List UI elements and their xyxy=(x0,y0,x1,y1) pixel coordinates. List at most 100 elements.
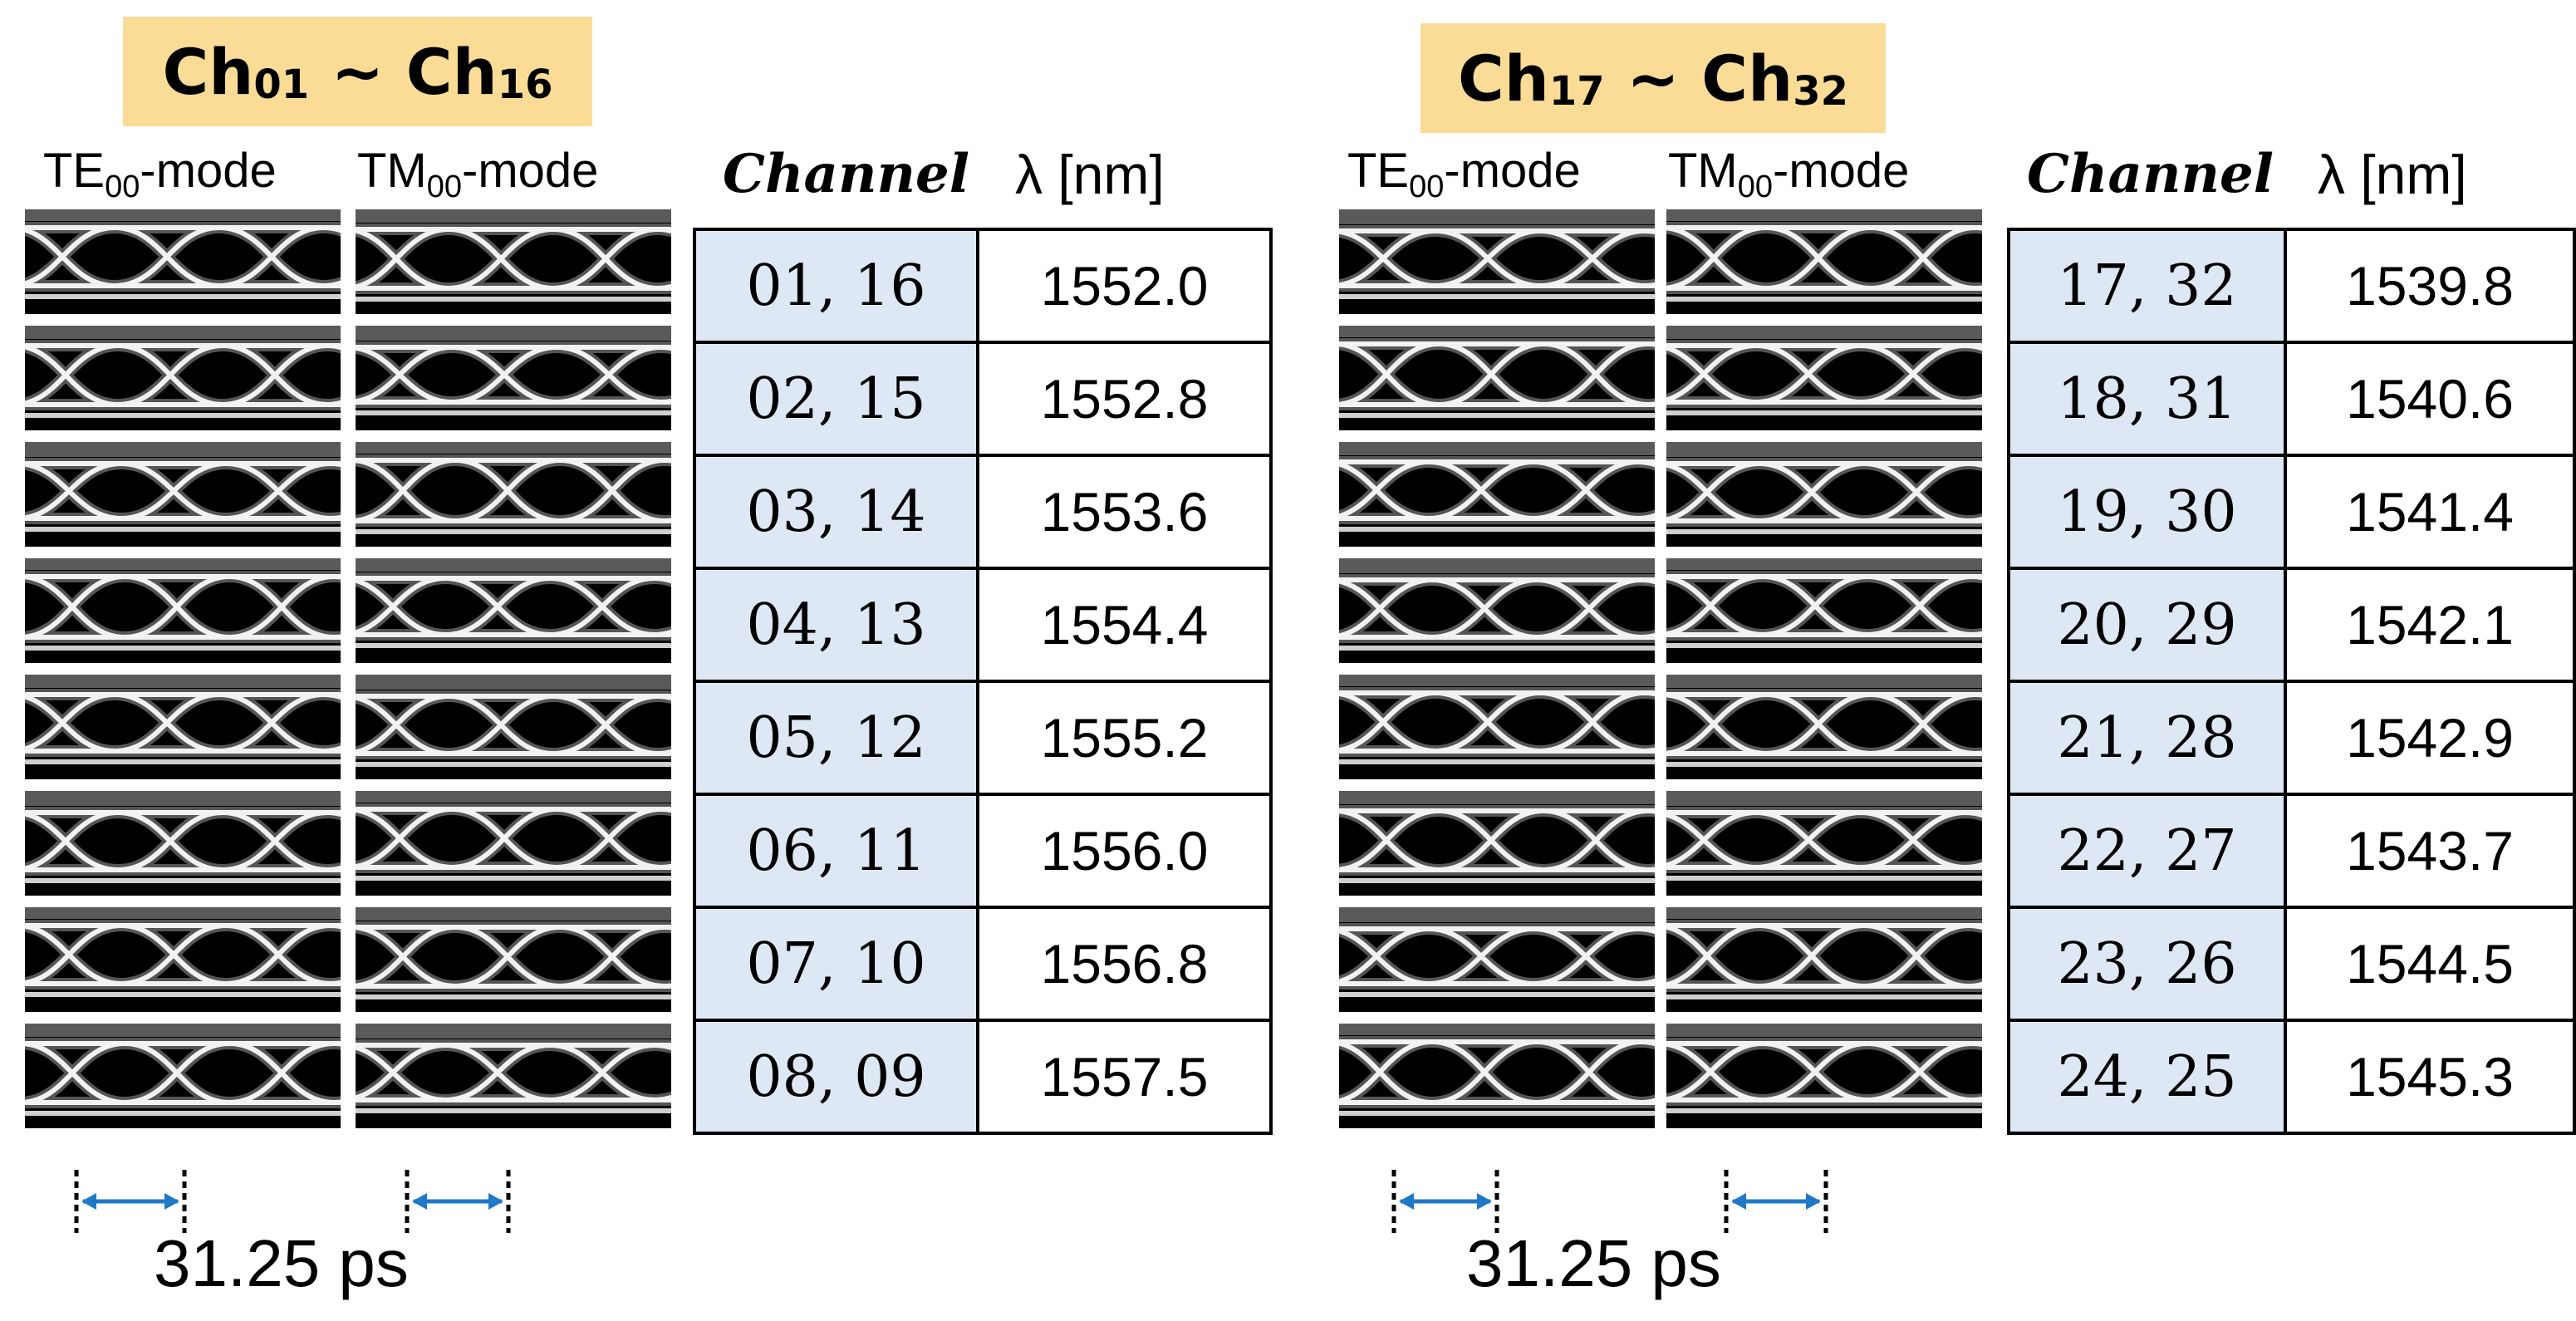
table-row: 19, 30 1541.4 xyxy=(2006,454,2576,570)
title-sub: 01 xyxy=(253,61,310,108)
wavelength-cell: 1556.8 xyxy=(976,906,1273,1022)
eye-diagram xyxy=(1339,675,1655,779)
eye-diagram xyxy=(356,1024,671,1128)
table-row: 05, 12 1555.2 xyxy=(693,680,1273,796)
eye-diagram xyxy=(356,675,671,779)
wavelength-cell: 1557.5 xyxy=(976,1019,1273,1135)
tm-mode-label: TM00-mode xyxy=(1668,143,1910,204)
mode-base: TM xyxy=(357,144,427,198)
eye-diagram xyxy=(1666,675,1982,779)
wavelength-cell: 1543.7 xyxy=(2284,793,2576,909)
channel-cell: 07, 10 xyxy=(693,906,979,1022)
eye-diagram xyxy=(25,791,341,896)
title-sub: 16 xyxy=(497,61,553,108)
scale-arrows xyxy=(1391,1170,1828,1233)
table-row: 08, 09 1557.5 xyxy=(693,1019,1273,1135)
channel-cell: 06, 11 xyxy=(693,793,979,909)
mode-suffix: -mode xyxy=(1773,144,1910,198)
eye-diagram xyxy=(356,907,671,1012)
table-row: 06, 11 1556.0 xyxy=(693,793,1273,909)
wavelength-cell: 1542.9 xyxy=(2284,680,2576,796)
eye-diagram xyxy=(1666,907,1982,1012)
channel-cell: 18, 31 xyxy=(2006,341,2288,457)
panel-ch01-16: Ch 01 ~ Ch 16 TE00-mode TM00-mode xyxy=(25,17,1273,1300)
channel-header: Channel xyxy=(2027,143,2274,205)
table-row: 22, 27 1543.7 xyxy=(2006,793,2576,909)
title-prefix: Ch xyxy=(1701,41,1793,115)
eye-diagram xyxy=(25,558,341,663)
wavelength-cell: 1556.0 xyxy=(976,793,1273,909)
wavelength-cell: 1542.1 xyxy=(2284,567,2576,683)
panel-title: Ch 17 ~ Ch 32 xyxy=(1420,23,1886,133)
channel-cell: 02, 15 xyxy=(693,341,979,457)
time-scale-label: 31.25 ps xyxy=(154,1226,409,1300)
wavelength-cell: 1553.6 xyxy=(976,454,1273,570)
eye-diagram xyxy=(1666,326,1982,430)
channel-cell: 23, 26 xyxy=(2006,906,2288,1022)
eye-diagram xyxy=(25,442,341,547)
time-scale-markers xyxy=(1296,1163,1877,1242)
eye-diagram xyxy=(1666,791,1982,896)
eye-diagram xyxy=(25,675,341,779)
panel-title: Ch 01 ~ Ch 16 xyxy=(123,17,592,126)
eye-diagram xyxy=(1339,326,1655,430)
table-row: 07, 10 1556.8 xyxy=(693,906,1273,1022)
wavelength-cell: 1552.0 xyxy=(976,228,1273,344)
eye-diagram xyxy=(1666,209,1982,314)
title-sub: 32 xyxy=(1793,68,1848,115)
channel-cell: 17, 32 xyxy=(2006,228,2288,344)
wavelength-cell: 1539.8 xyxy=(2284,228,2576,344)
wavelength-cell: 1552.8 xyxy=(976,341,1273,457)
mode-base: TM xyxy=(1668,144,1738,198)
table-row: 20, 29 1542.1 xyxy=(2006,567,2576,683)
mode-suffix: -mode xyxy=(1444,144,1581,198)
eye-diagram xyxy=(25,907,341,1012)
eye-diagram xyxy=(1339,1024,1655,1128)
channel-cell: 19, 30 xyxy=(2006,454,2288,570)
channel-cell: 21, 28 xyxy=(2006,680,2288,796)
eye-diagram xyxy=(1666,1024,1982,1128)
table-row: 01, 16 1552.0 xyxy=(693,228,1273,344)
channel-table: 01, 16 1552.0 02, 15 1552.8 03, 14 1553.6 04, … xyxy=(693,228,1273,1135)
te-mode-label: TE00-mode xyxy=(43,143,277,204)
eye-diagram xyxy=(1339,907,1655,1012)
mode-suffix: -mode xyxy=(462,144,599,198)
table-row: 04, 13 1554.4 xyxy=(693,567,1273,683)
table-row: 17, 32 1539.8 xyxy=(2006,228,2576,344)
eye-diagram xyxy=(25,1024,341,1128)
channel-cell: 05, 12 xyxy=(693,680,979,796)
eye-diagram xyxy=(25,209,341,314)
eye-diagram xyxy=(1339,442,1655,547)
eye-diagram xyxy=(1666,558,1982,663)
channel-cell: 01, 16 xyxy=(693,228,979,344)
table-row: 03, 14 1553.6 xyxy=(693,454,1273,570)
eye-diagram xyxy=(356,326,671,430)
mode-sub: 00 xyxy=(1737,169,1774,204)
eye-diagram xyxy=(356,791,671,896)
eye-diagram xyxy=(1339,209,1655,314)
table-row: 18, 31 1540.6 xyxy=(2006,341,2576,457)
wavelength-cell: 1544.5 xyxy=(2284,906,2576,1022)
title-prefix: Ch xyxy=(162,34,254,109)
wavelength-header: λ [nm] xyxy=(2318,144,2467,205)
mode-base: TE xyxy=(1347,144,1410,198)
channel-cell: 03, 14 xyxy=(693,454,979,570)
title-sub: 17 xyxy=(1548,68,1605,115)
time-scale-label: 31.25 ps xyxy=(1466,1226,1721,1300)
channel-cell: 08, 09 xyxy=(693,1019,979,1135)
tm-mode-label: TM00-mode xyxy=(357,143,599,204)
te-mode-label: TE00-mode xyxy=(1347,143,1581,204)
channel-cell: 24, 25 xyxy=(2006,1019,2288,1135)
mode-sub: 00 xyxy=(1409,169,1445,204)
table-row: 23, 26 1544.5 xyxy=(2006,906,2576,1022)
eye-diagram xyxy=(1339,558,1655,663)
title-sep: ~ xyxy=(309,34,406,109)
channel-header: Channel xyxy=(723,143,970,205)
eye-diagram xyxy=(356,558,671,663)
table-row: 21, 28 1542.9 xyxy=(2006,680,2576,796)
wavelength-cell: 1545.3 xyxy=(2284,1019,2576,1135)
channel-cell: 04, 13 xyxy=(693,567,979,683)
wavelength-cell: 1555.2 xyxy=(976,680,1273,796)
channel-cell: 20, 29 xyxy=(2006,567,2288,683)
table-row: 24, 25 1545.3 xyxy=(2006,1019,2576,1135)
